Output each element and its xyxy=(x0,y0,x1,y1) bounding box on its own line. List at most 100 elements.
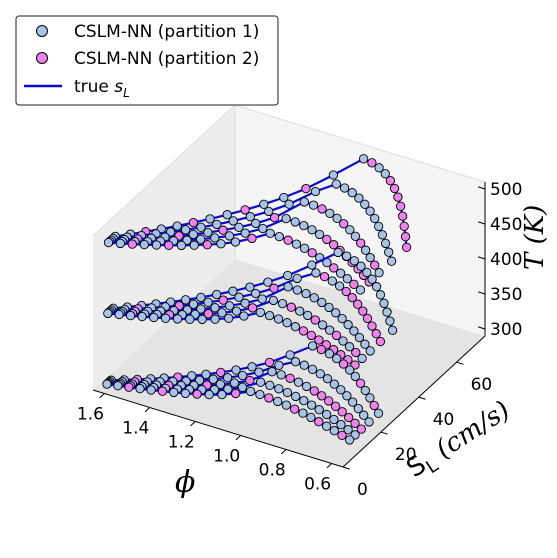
partition-2-point xyxy=(337,407,347,417)
partition-1-point xyxy=(303,310,313,321)
partition-1-point xyxy=(274,360,284,370)
partition-1-point xyxy=(293,377,304,387)
partition-2-point xyxy=(286,302,296,312)
partition-1-point xyxy=(208,374,218,384)
partition-1-point xyxy=(172,221,182,231)
partition-1-point xyxy=(282,318,292,328)
partition-1-point xyxy=(321,421,332,431)
partition-1-point xyxy=(307,364,318,374)
partition-1-point xyxy=(306,412,316,423)
partition-1-point xyxy=(103,308,113,319)
partition-2-point xyxy=(385,176,396,186)
x-tick-label: 1.0 xyxy=(213,447,240,467)
partition-1-point xyxy=(349,256,359,266)
partition-2-point xyxy=(319,271,330,282)
z-tick-mark xyxy=(478,291,486,295)
partition-1-point xyxy=(314,229,325,240)
partition-1-point xyxy=(228,286,238,296)
partition-1-point xyxy=(307,260,317,270)
partition-1-point xyxy=(371,282,382,292)
partition-1-point xyxy=(264,310,275,321)
partition-1-point xyxy=(137,311,147,322)
partition-1-point xyxy=(237,370,248,381)
partition-2-point xyxy=(370,260,380,270)
partition-1-point xyxy=(222,210,232,220)
partition-1-point xyxy=(203,297,213,307)
partition-1-point xyxy=(237,382,248,392)
partition-1-point xyxy=(365,206,375,216)
partition-2-point xyxy=(393,192,403,202)
partition-1-point xyxy=(336,385,346,395)
partition-1-point xyxy=(348,397,358,407)
partition-2-point xyxy=(401,242,412,252)
partition-1-point xyxy=(234,222,244,232)
partition-1-point xyxy=(125,310,136,321)
partition-1-point xyxy=(332,213,342,223)
y-tick-label: 20 xyxy=(395,445,417,465)
partition-1-point xyxy=(146,385,156,395)
partition-2-point xyxy=(203,309,213,319)
partition-1-point xyxy=(343,425,353,435)
partition-1-point xyxy=(299,360,309,370)
partition-1-point xyxy=(345,365,355,375)
z-tick-label: 350 xyxy=(490,285,522,305)
partition-1-point xyxy=(373,408,384,418)
partition-1-point xyxy=(169,387,179,398)
partition-1-point xyxy=(285,350,295,360)
partition-2-point xyxy=(124,382,134,392)
partition-1-point xyxy=(329,426,339,436)
partition-1-point xyxy=(335,268,346,278)
partition-1-point xyxy=(385,316,395,326)
partition-1-point xyxy=(310,186,321,197)
partition-1-point xyxy=(375,290,386,300)
partition-1-point xyxy=(282,387,293,398)
partition-1-point xyxy=(354,193,364,203)
partition-1-point xyxy=(365,252,375,263)
partition-1-point xyxy=(203,227,213,238)
partition-2-point xyxy=(358,306,368,316)
partition-2-point xyxy=(353,299,363,309)
partition-1-point xyxy=(341,251,352,261)
partition-1-point xyxy=(324,302,334,313)
partition-1-point xyxy=(382,307,392,317)
z-tick-mark xyxy=(478,221,486,225)
partition-1-point xyxy=(284,199,294,209)
partition-1-point xyxy=(308,200,319,210)
partition-2-point xyxy=(350,418,360,428)
partition-1-point xyxy=(274,384,284,394)
partition-2-point xyxy=(317,204,327,214)
y-tick-mark xyxy=(342,466,350,470)
partition-2-point xyxy=(351,347,361,358)
partition-1-point xyxy=(212,219,222,230)
partition-1-point xyxy=(299,197,309,207)
partition-2-point xyxy=(314,417,324,427)
x-tick-label: 1.4 xyxy=(122,419,149,439)
partition-2-point xyxy=(322,234,332,245)
partition-1-point xyxy=(291,391,301,402)
z-tick-label: 500 xyxy=(490,180,522,200)
partition-2-point xyxy=(397,211,408,221)
legend: CSLM-NN (partition 1) CSLM-NN (partition… xyxy=(15,15,279,106)
partition-1-point xyxy=(350,371,360,382)
legend-entry-true-sl-sub: L xyxy=(123,86,130,100)
partition-2-point xyxy=(355,378,366,388)
partition-1-point xyxy=(365,393,375,403)
x-tick-label: 1.6 xyxy=(77,405,104,425)
x-tick-mark xyxy=(281,449,287,455)
partition-1-point xyxy=(245,282,255,292)
partition-1-point xyxy=(329,379,339,389)
partition-1-point xyxy=(377,230,388,240)
y-axis-label: SL (cm/s) xyxy=(401,395,517,487)
partition-1-point xyxy=(370,213,380,224)
partition-1-point xyxy=(374,221,384,232)
partition-1-point xyxy=(196,234,206,244)
partition-2-point xyxy=(347,292,357,303)
partition-1-point xyxy=(360,339,370,349)
partition-1-point xyxy=(185,314,195,324)
partition-1-point xyxy=(354,332,365,343)
partition-2-point xyxy=(395,201,406,211)
x-axis-label: ϕ xyxy=(175,465,195,500)
partition-2-point xyxy=(324,396,334,406)
partition-1-point xyxy=(251,218,261,229)
partition-1-point xyxy=(255,389,265,400)
